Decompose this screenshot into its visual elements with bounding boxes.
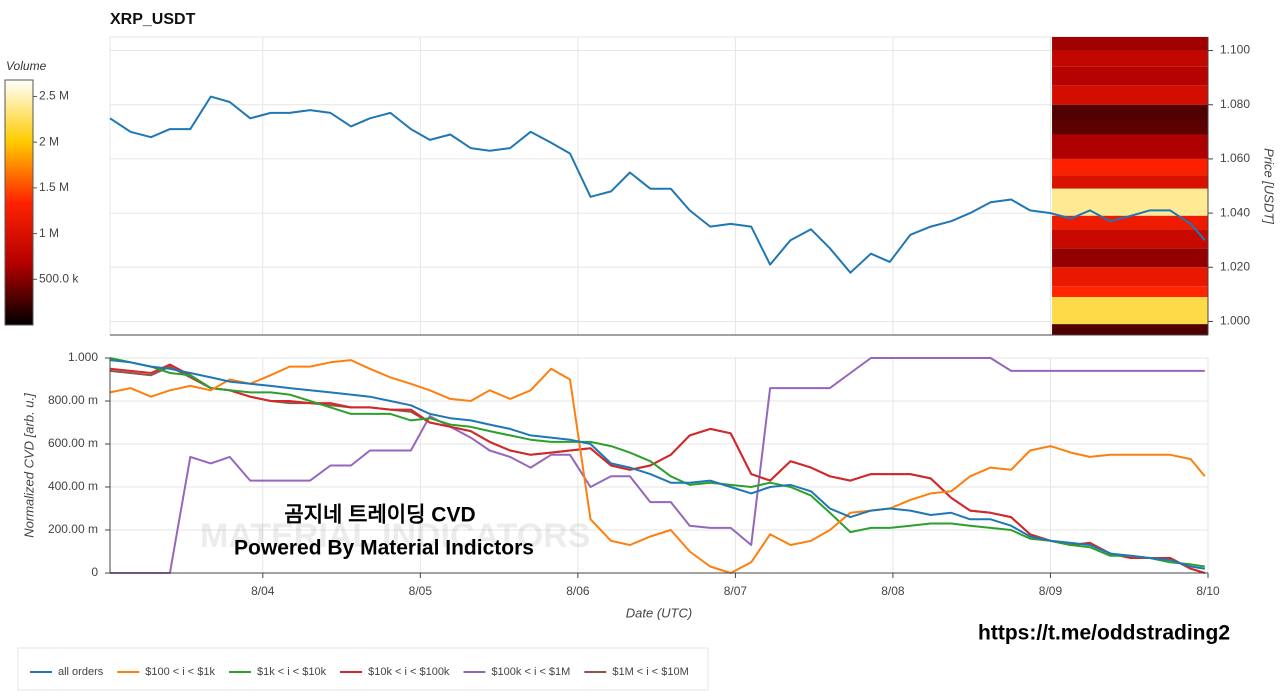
y-tick-label: 400.00 m: [48, 479, 98, 493]
heatmap-cell: [1052, 267, 1208, 287]
plot-area: [109, 36, 1209, 336]
colorbar-tick-label: 2.5 M: [39, 89, 69, 103]
heatmap-cell: [1052, 134, 1208, 159]
legend-label: $10k < i < $100k: [368, 666, 450, 678]
heatmap-cell: [1052, 286, 1208, 298]
watermark: MATERIAL INDICATORS: [200, 517, 590, 555]
colorbar-tick-label: 500.0 k: [39, 271, 79, 285]
y-tick-label: 1.080: [1220, 97, 1250, 111]
legend-box: [17, 647, 709, 691]
heatmap-cell: [1052, 324, 1208, 335]
colorbar-tick-label: 1.5 M: [39, 180, 69, 194]
x-tick-label: 8/05: [409, 584, 433, 598]
legend-label: all orders: [58, 666, 104, 678]
colorbar: [4, 79, 34, 326]
legend-label: $100k < i < $1M: [491, 666, 570, 678]
colorbar-tick-label: 2 M: [39, 134, 59, 148]
chart-title: XRP_USDT: [110, 11, 196, 28]
y-tick-label: 1.020: [1220, 259, 1250, 273]
heatmap-cell: [1052, 175, 1208, 189]
y-axis-label: Normalized CVD [arb. u.]: [21, 393, 36, 538]
y-tick-label: 1.000: [1220, 314, 1250, 328]
y-tick-label: 1.040: [1220, 205, 1250, 219]
heatmap-cell: [1052, 158, 1208, 176]
legend-label: $1k < i < $10k: [257, 666, 327, 678]
colorbar-tick-label: 1 M: [39, 226, 59, 240]
cvd-line: [110, 357, 1205, 574]
y-axis-label: Price [USDT]: [1262, 148, 1277, 224]
heatmap-cell: [1052, 215, 1208, 230]
y-tick-label: 1.060: [1220, 151, 1250, 165]
heatmap-cell: [1052, 50, 1208, 67]
heatmap-cell: [1052, 85, 1208, 105]
x-tick-label: 8/09: [1039, 584, 1063, 598]
annotation: Powered By Material Indictors: [234, 537, 534, 560]
colorbar-title: Volume: [6, 59, 47, 73]
x-axis-label: Date (UTC): [626, 605, 692, 620]
y-tick-label: 1.000: [68, 350, 98, 364]
heatmap-cell: [1052, 229, 1208, 249]
y-tick-label: 800.00 m: [48, 393, 98, 407]
heatmap-cell: [1052, 104, 1208, 121]
y-tick-label: 0: [91, 565, 98, 579]
x-tick-label: 8/10: [1196, 584, 1220, 598]
annotation: 곰지네 트레이딩 CVD: [284, 504, 475, 527]
heatmap-cell: [1052, 188, 1208, 216]
annotation: https://t.me/oddstrading2: [978, 622, 1230, 645]
legend-label: $1M < i < $10M: [612, 666, 688, 678]
heatmap-cell: [1052, 248, 1208, 268]
cvd-line: [109, 357, 1205, 568]
heatmap-cell: [1052, 120, 1208, 135]
heatmap-cell: [1052, 37, 1208, 51]
x-tick-label: 8/07: [724, 584, 748, 598]
x-tick-label: 8/04: [251, 584, 275, 598]
y-tick-label: 1.100: [1220, 43, 1250, 57]
heatmap-cell: [1052, 66, 1208, 86]
y-tick-label: 200.00 m: [48, 522, 98, 536]
heatmap-cell: [1052, 297, 1208, 325]
x-tick-label: 8/06: [566, 584, 590, 598]
x-tick-label: 8/08: [881, 584, 905, 598]
cvd-line: [109, 359, 1206, 574]
y-tick-label: 600.00 m: [48, 436, 98, 450]
cvd-line: [109, 363, 1206, 574]
price-line: [109, 95, 1206, 274]
legend-label: $100 < i < $1k: [145, 666, 215, 678]
cvd-line: [109, 359, 1205, 570]
